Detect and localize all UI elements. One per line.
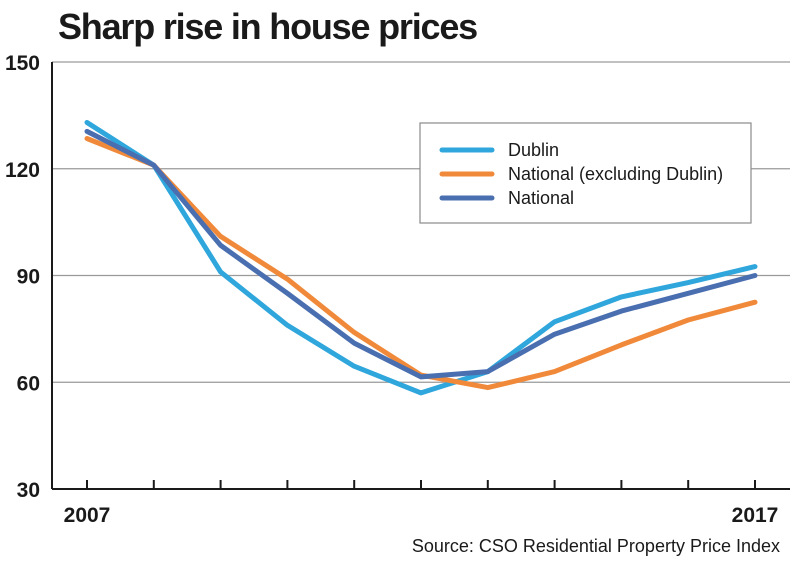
- y-tick-label-30: 30: [17, 479, 40, 502]
- chart-title: Sharp rise in house prices: [58, 6, 478, 47]
- legend: Dublin National (excluding Dublin) Nationa…: [419, 122, 752, 224]
- x-tick-label-last: 2017: [732, 504, 779, 527]
- source-note: Source: CSO Residential Property Price I…: [411, 536, 780, 556]
- y-tick-label-60: 60: [17, 372, 40, 395]
- series-line-national: [84, 128, 758, 380]
- series-lines: [84, 120, 758, 396]
- y-tick-label-150: 150: [5, 52, 40, 75]
- legend-label-0: Dublin: [508, 140, 559, 160]
- y-axis-tick-labels: 30 60 90 120 150: [5, 52, 40, 502]
- legend-label-1: National (excluding Dublin): [508, 164, 723, 184]
- series-line-dublin: [84, 120, 758, 396]
- y-tick-label-90: 90: [17, 266, 40, 289]
- x-tick-label-first: 2007: [64, 504, 111, 527]
- x-axis-ticks: [86, 480, 756, 489]
- legend-label-2: National: [508, 188, 574, 208]
- y-tick-label-120: 120: [5, 159, 40, 182]
